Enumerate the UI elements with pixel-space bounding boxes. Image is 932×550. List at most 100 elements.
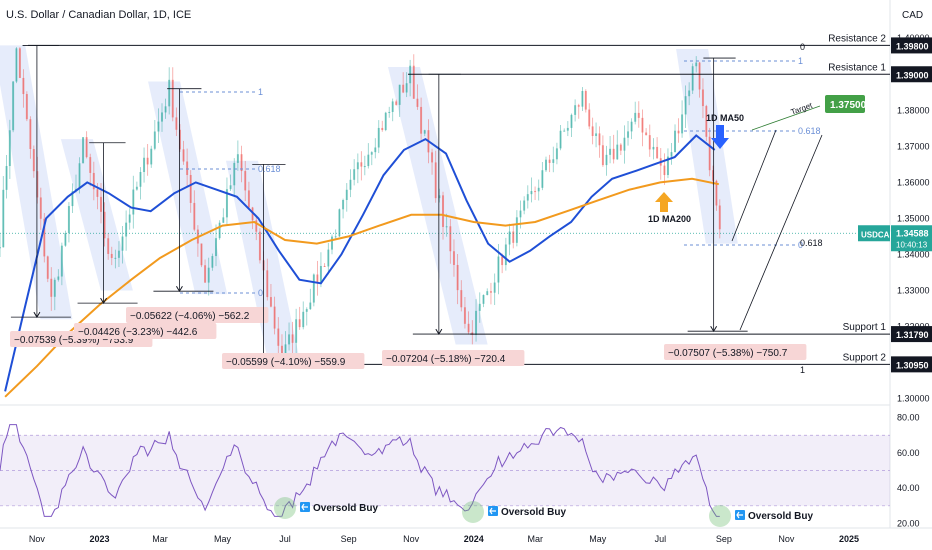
price-tick-label: 1.35000 (897, 213, 930, 223)
price-candle-body (623, 137, 626, 151)
projection-line (739, 134, 823, 331)
channel-zone (387, 67, 488, 345)
fib-label: 1 (258, 87, 263, 97)
price-candle-body (43, 218, 46, 257)
price-candle-body (64, 233, 67, 246)
fib-label: 1 (798, 56, 803, 66)
time-tick-label: Sep (716, 534, 732, 544)
price-candle-body (598, 133, 601, 146)
price-candle-body (570, 114, 573, 128)
price-candle-body (327, 249, 330, 267)
fib-label: 0 (800, 42, 805, 52)
time-tick-label: Jul (279, 534, 291, 544)
time-tick-label: 2024 (464, 534, 484, 544)
price-candle-body (12, 81, 15, 131)
price-candle-body (627, 131, 630, 138)
price-candle-body (309, 302, 312, 310)
price-tick-label: 1.30000 (897, 394, 930, 404)
ma200-label: 1D MA200 (648, 214, 691, 224)
time-tick-label: Nov (778, 534, 795, 544)
price-candle-body (381, 127, 384, 131)
price-candle-body (0, 247, 1, 249)
price-tick-label: 1.36000 (897, 177, 930, 187)
buy-arrow-glyph (489, 507, 496, 515)
rsi-line (0, 424, 720, 517)
level-price-label: 1.39000 (896, 70, 929, 80)
price-candle-body (677, 130, 680, 134)
measure-label: −0.05599 (−4.10%) −559.9 (226, 357, 346, 368)
price-candle-body (388, 111, 391, 113)
price-tick-label: 1.33000 (897, 285, 930, 295)
oversold-marker (462, 501, 484, 523)
buy-arrow-glyph (301, 503, 308, 511)
rsi-tick-label: 80.00 (897, 413, 920, 423)
price-candle-body (204, 265, 207, 283)
oversold-label: Oversold Buy (501, 507, 566, 518)
price-candle-body (353, 169, 356, 180)
price-candle-body (616, 144, 619, 160)
time-tick-label: 2025 (839, 534, 859, 544)
price-candle-body (29, 119, 32, 150)
ma200-arrow-icon (655, 192, 673, 212)
price-candle-body (240, 154, 243, 172)
channel-zone (676, 49, 738, 244)
target-label: 1.37500 (830, 100, 867, 111)
price-candle-body (708, 136, 711, 171)
price-candle-body (377, 127, 380, 148)
oversold-label: Oversold Buy (313, 503, 378, 514)
chart-title: U.S. Dollar / Canadian Dollar, 1D, ICE (6, 9, 191, 21)
price-candle-body (619, 144, 622, 151)
price-candle-body (244, 171, 247, 191)
price-candle-body (566, 127, 569, 131)
measure-arrowhead (100, 297, 107, 305)
measure-arrowhead (435, 328, 443, 336)
price-candle-body (681, 114, 684, 134)
price-candle-body (193, 202, 196, 230)
price-candle-body (78, 163, 81, 189)
price-candle-body (420, 106, 423, 134)
measure-box (382, 350, 525, 366)
level-price-tag (891, 356, 932, 373)
price-candle-body (416, 98, 419, 107)
measure-arrowhead (176, 285, 183, 293)
rsi-tick-label: 60.00 (897, 448, 920, 458)
price-candle-body (218, 222, 221, 239)
price-candle-body (277, 328, 280, 346)
projection-line (731, 129, 777, 242)
price-candle-body (688, 90, 691, 97)
time-tick-label: May (589, 534, 607, 544)
price-candle-body (316, 274, 319, 284)
price-candle-body (236, 154, 239, 163)
price-candle-body (489, 291, 492, 293)
price-candle-body (161, 112, 164, 122)
price-candle-body (670, 152, 673, 157)
price-candle-body (32, 149, 35, 172)
price-candle-body (482, 295, 485, 304)
price-candle-body (153, 131, 156, 149)
price-candle-body (460, 290, 463, 308)
level-name: Resistance 2 (828, 33, 886, 44)
price-candle-body (637, 112, 640, 118)
price-candle-body (534, 191, 537, 193)
price-candle-body (334, 236, 337, 238)
price-candle-body (50, 278, 53, 297)
measure-box (664, 344, 807, 360)
price-candle-body (2, 189, 5, 248)
currency-label: CAD (902, 10, 923, 21)
price-candle-body (645, 132, 648, 136)
price-candle-body (515, 217, 518, 243)
price-candle-body (96, 189, 99, 197)
price-candle-body (405, 83, 408, 93)
price-candle-body (36, 171, 39, 198)
symbol-tag (858, 225, 890, 242)
price-candle-body (652, 146, 655, 150)
price-candle-body (57, 276, 60, 280)
price-candle-body (544, 159, 547, 171)
price-candle-body (338, 209, 341, 237)
ma50-line (4, 134, 716, 392)
level-price-tag (891, 66, 932, 83)
price-candle-body (363, 166, 366, 168)
target-line (751, 105, 821, 131)
price-candle-body (391, 101, 394, 112)
price-candle-body (412, 65, 415, 99)
